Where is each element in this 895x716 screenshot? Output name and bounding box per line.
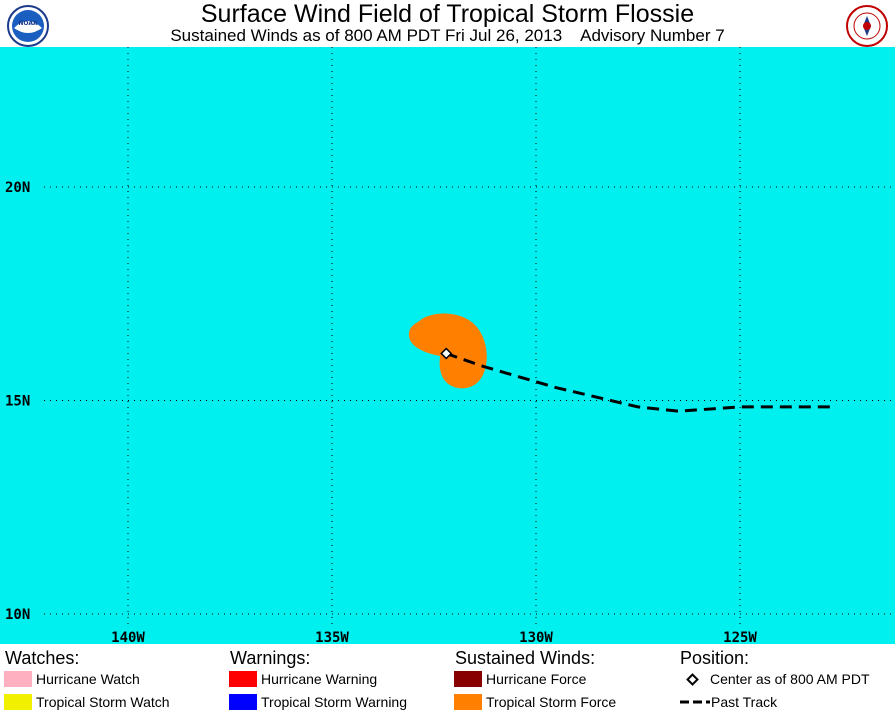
legend: Watches: Hurricane Watch Tropical Storm …	[0, 644, 895, 716]
svg-text:NOAA: NOAA	[18, 20, 38, 27]
hurricane-force-swatch	[454, 671, 482, 687]
tropical-storm-force-swatch	[454, 694, 482, 710]
watches-heading: Watches:	[5, 648, 80, 668]
storm-center-marker	[440, 347, 453, 360]
lat-label: 15N	[5, 394, 30, 410]
past-track-line	[445, 352, 830, 413]
map-subtitle: Sustained Winds as of 800 AM PDT Fri Jul…	[170, 26, 725, 45]
latitude-labels: 20N 15N 10N	[5, 180, 30, 623]
center-diamond-icon	[686, 673, 699, 686]
lat-label: 20N	[5, 180, 30, 196]
map-title: Surface Wind Field of Tropical Storm Flo…	[200, 0, 695, 28]
position-heading: Position:	[680, 648, 750, 668]
nws-logo	[845, 4, 889, 48]
lon-label: 130W	[519, 630, 553, 644]
graticule	[44, 47, 895, 625]
lon-label: 135W	[315, 630, 349, 644]
wind-field-map: 20N 15N 10N 140W 135W 130W 125W	[0, 47, 895, 644]
tropical-storm-warning-swatch	[229, 694, 257, 710]
sustained-winds-heading: Sustained Winds:	[455, 648, 596, 668]
noaa-logo: NOAA	[6, 4, 50, 48]
lon-label: 125W	[723, 630, 757, 644]
hurricane-watch-swatch	[4, 671, 32, 687]
past-track-dash-icon	[680, 700, 710, 704]
lon-label: 140W	[111, 630, 145, 644]
warnings-heading: Warnings:	[230, 648, 311, 668]
hurricane-warning-swatch	[229, 671, 257, 687]
tropical-storm-watch-swatch	[4, 694, 32, 710]
lat-label: 10N	[5, 607, 30, 623]
longitude-labels: 140W 135W 130W 125W	[111, 630, 757, 644]
